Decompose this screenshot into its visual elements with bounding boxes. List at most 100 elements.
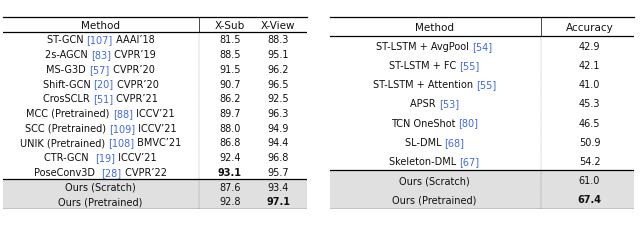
Bar [3, 194, 307, 209]
Text: [67]: [67] [460, 156, 480, 166]
Text: 96.3: 96.3 [268, 109, 289, 118]
Text: 96.5: 96.5 [268, 79, 289, 89]
Bar [330, 18, 634, 37]
Text: 46.5: 46.5 [579, 118, 600, 128]
Text: 91.5: 91.5 [219, 64, 241, 74]
Text: Method: Method [81, 20, 120, 30]
Bar [3, 121, 307, 136]
Text: 42.1: 42.1 [579, 61, 600, 71]
Text: Shift-GCN: Shift-GCN [42, 79, 93, 89]
Text: SL-DML: SL-DML [404, 137, 444, 147]
Text: [55]: [55] [460, 61, 480, 71]
Text: 93.1: 93.1 [218, 167, 242, 177]
Bar [330, 171, 634, 190]
Bar [3, 106, 307, 121]
Text: ICCV’21: ICCV’21 [115, 153, 157, 163]
Bar [330, 56, 634, 75]
Text: TCN OneShot: TCN OneShot [390, 118, 458, 128]
Bar [3, 47, 307, 62]
Text: [20]: [20] [93, 79, 113, 89]
Bar [330, 37, 634, 56]
Text: Ours (Pretrained): Ours (Pretrained) [58, 197, 143, 207]
Text: CVPR’20: CVPR’20 [113, 79, 159, 89]
Text: [53]: [53] [439, 99, 459, 109]
Text: X-View: X-View [261, 20, 296, 30]
Text: ST-LSTM + FC: ST-LSTM + FC [389, 61, 460, 71]
Text: 88.3: 88.3 [268, 35, 289, 45]
Text: Ours (Scratch): Ours (Scratch) [399, 175, 470, 185]
Text: SCC (Pretrained): SCC (Pretrained) [24, 123, 109, 133]
Text: [83]: [83] [91, 50, 111, 60]
Text: 89.7: 89.7 [219, 109, 241, 118]
Text: Accuracy: Accuracy [566, 23, 613, 33]
Text: 54.2: 54.2 [579, 156, 600, 166]
Bar [330, 152, 634, 171]
Text: [109]: [109] [109, 123, 135, 133]
Text: [55]: [55] [476, 80, 496, 90]
Text: 94.9: 94.9 [268, 123, 289, 133]
Text: 95.1: 95.1 [268, 50, 289, 60]
Text: Ours (Scratch): Ours (Scratch) [65, 182, 136, 192]
Text: [28]: [28] [102, 167, 122, 177]
Text: 95.7: 95.7 [268, 167, 289, 177]
Text: UNIK (Pretrained): UNIK (Pretrained) [20, 138, 108, 148]
Text: MS-G3D: MS-G3D [47, 64, 90, 74]
Text: 97.1: 97.1 [266, 197, 291, 207]
Text: AAAI’18: AAAI’18 [113, 35, 154, 45]
Text: 96.2: 96.2 [268, 64, 289, 74]
Text: 42.9: 42.9 [579, 42, 600, 52]
Text: 90.7: 90.7 [219, 79, 241, 89]
Text: MCC (Pretrained): MCC (Pretrained) [26, 109, 113, 118]
Text: 96.8: 96.8 [268, 153, 289, 163]
Text: 87.6: 87.6 [219, 182, 241, 192]
Bar [3, 180, 307, 194]
Text: ST-LSTM + Attention: ST-LSTM + Attention [372, 80, 476, 90]
Text: Ours (Pretrained): Ours (Pretrained) [392, 194, 477, 204]
Text: [88]: [88] [113, 109, 133, 118]
Text: 86.8: 86.8 [219, 138, 241, 148]
Text: Method: Method [415, 23, 454, 33]
Bar [3, 62, 307, 77]
Text: ICCV’21: ICCV’21 [135, 123, 177, 133]
Text: [51]: [51] [93, 94, 113, 104]
Text: 94.4: 94.4 [268, 138, 289, 148]
Text: CVPR’20: CVPR’20 [109, 64, 154, 74]
Bar [3, 18, 307, 33]
Text: X-Sub: X-Sub [214, 20, 245, 30]
Text: 92.4: 92.4 [219, 153, 241, 163]
Text: 45.3: 45.3 [579, 99, 600, 109]
Bar [3, 136, 307, 150]
Bar [330, 75, 634, 94]
Text: APSR: APSR [410, 99, 439, 109]
Text: 2s-AGCN: 2s-AGCN [45, 50, 91, 60]
Text: [54]: [54] [472, 42, 493, 52]
Text: CVPR’22: CVPR’22 [122, 167, 166, 177]
Bar [330, 94, 634, 114]
Text: [68]: [68] [444, 137, 465, 147]
Text: CVPR’21: CVPR’21 [113, 94, 158, 104]
Text: CrosSCLR: CrosSCLR [43, 94, 93, 104]
Text: 61.0: 61.0 [579, 175, 600, 185]
Text: 41.0: 41.0 [579, 80, 600, 90]
Text: [108]: [108] [108, 138, 134, 148]
Text: BMVC’21: BMVC’21 [134, 138, 181, 148]
Text: [80]: [80] [458, 118, 478, 128]
Text: CTR-GCN: CTR-GCN [44, 153, 95, 163]
Text: 67.4: 67.4 [577, 194, 602, 204]
Text: 50.9: 50.9 [579, 137, 600, 147]
Text: [19]: [19] [95, 153, 115, 163]
Text: 81.5: 81.5 [219, 35, 241, 45]
Text: CVPR’19: CVPR’19 [111, 50, 156, 60]
Bar [3, 165, 307, 180]
Text: 93.4: 93.4 [268, 182, 289, 192]
Bar [3, 150, 307, 165]
Text: [57]: [57] [90, 64, 109, 74]
Bar [330, 114, 634, 133]
Text: 92.8: 92.8 [219, 197, 241, 207]
Bar [330, 133, 634, 152]
Text: 92.5: 92.5 [268, 94, 289, 104]
Bar [3, 77, 307, 91]
Text: PoseConv3D: PoseConv3D [35, 167, 102, 177]
Bar [3, 33, 307, 47]
Text: 86.2: 86.2 [219, 94, 241, 104]
